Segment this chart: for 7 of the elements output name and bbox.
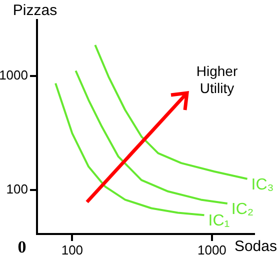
y-axis-title: Pizzas xyxy=(12,2,58,20)
series-label: IC₂ xyxy=(231,200,254,218)
series-label: IC₁ xyxy=(208,212,230,230)
annotation: Higher Utility xyxy=(196,62,238,96)
x-axis-title: Sodas xyxy=(234,238,277,256)
series-label: IC₃ xyxy=(251,176,274,194)
text: 0 xyxy=(18,237,26,256)
